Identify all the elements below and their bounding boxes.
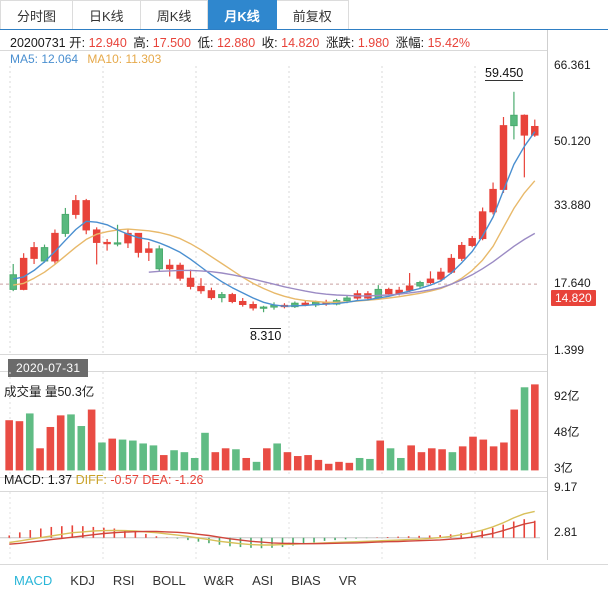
price-tick-1: 50.120: [554, 134, 591, 148]
diff-label: DIFF:: [75, 473, 107, 487]
open-value: 12.940: [88, 36, 127, 50]
volume-pane[interactable]: [0, 372, 547, 477]
high-price-annotation: 59.450: [485, 66, 524, 81]
macd-legend: MACD: 1.37 DIFF: -0.57 DEA: -1.26: [4, 473, 203, 487]
dea-label: DEA:: [142, 473, 172, 487]
right-axis: 66.361 50.120 33.880 17.640 14.820 1.399…: [547, 30, 608, 584]
ma5-label: MA5:: [10, 52, 39, 66]
high-label: 高:: [133, 36, 150, 50]
divider-volume-top: [0, 371, 547, 372]
ma10-legend: MA10: 11.303: [87, 52, 161, 66]
selected-date-badge: 2020-07-31: [8, 359, 89, 377]
indicator-tabs: MACD KDJ RSI BOLL W&R ASI BIAS VR: [14, 573, 357, 588]
volume-tick-1: 48亿: [554, 425, 580, 439]
low-value: 12.880: [216, 36, 256, 50]
pct-label: 涨幅:: [395, 36, 425, 50]
macd-pane[interactable]: [0, 492, 547, 560]
macd-value: 1.37: [47, 473, 73, 487]
macd-label: MACD:: [4, 473, 45, 487]
divider-macd-top: [0, 491, 547, 492]
macd-tick-1: 2.81: [554, 525, 578, 539]
macd-plot: [0, 492, 540, 560]
indicator-tab-vr[interactable]: VR: [338, 572, 357, 588]
quote-info-row: 20200731 开: 12.940 高: 17.500 低: 12.880 收…: [0, 30, 547, 51]
chart-type-tab-0[interactable]: 分时图: [0, 0, 74, 29]
chart-type-tab-3[interactable]: 月K线: [208, 0, 277, 29]
high-value: 17.500: [152, 36, 191, 50]
indicator-tab-wr[interactable]: W&R: [203, 572, 235, 588]
low-label: 低:: [197, 36, 214, 50]
volume-title: 成交量 量50.3亿: [4, 385, 95, 399]
chart-type-tabs: 分时图 日K线 周K线 月K线 前复权: [0, 0, 608, 29]
ma5-value: 12.064: [41, 52, 79, 66]
divider-price-volume: [0, 354, 547, 355]
macd-tick-0: 9.17: [554, 480, 578, 494]
price-tick-4: 1.399: [554, 343, 585, 357]
price-tick-3: 17.640: [554, 276, 591, 290]
ma10-label: MA10:: [87, 52, 123, 66]
price-pane[interactable]: [0, 66, 547, 354]
ma-legend: MA5: 12.064 MA10: 11.303: [10, 52, 161, 66]
ma5-legend: MA5: 12.064: [10, 52, 81, 66]
volume-tick-0: 92亿: [554, 389, 580, 403]
pct-value: 15.42%: [427, 36, 470, 50]
volume-plot: [5, 372, 539, 477]
indicator-tab-rsi[interactable]: RSI: [112, 572, 135, 588]
volume-tick-2: 3亿: [554, 461, 573, 475]
indicator-tab-boll[interactable]: BOLL: [152, 572, 186, 588]
low-price-annotation: 8.310: [250, 328, 282, 343]
divider-volume-macd: [0, 477, 547, 478]
price-tick-0: 66.361: [554, 58, 591, 72]
diff-value: -0.57: [110, 473, 139, 487]
chart-type-tab-4[interactable]: 前复权: [276, 0, 349, 29]
indicator-tab-macd[interactable]: MACD: [14, 572, 53, 588]
current-price-badge: 14.820: [551, 290, 596, 306]
indicator-tab-asi[interactable]: ASI: [252, 572, 274, 588]
chart-type-tab-1[interactable]: 日K线: [73, 0, 141, 29]
indicator-tabbar: MACD KDJ RSI BOLL W&R ASI BIAS VR: [0, 564, 608, 595]
chart-type-tabbar: 分时图 日K线 周K线 月K线 前复权: [0, 0, 608, 30]
change-label: 涨跌:: [325, 36, 355, 50]
ma10-value: 11.303: [125, 52, 162, 66]
change-value: 1.980: [357, 36, 390, 50]
price-tick-2: 33.880: [554, 198, 591, 212]
candlestick-plot: [0, 66, 540, 354]
chart-type-tab-2[interactable]: 周K线: [140, 0, 209, 29]
quote-date: 20200731: [10, 36, 66, 50]
open-label: 开:: [69, 36, 86, 50]
indicator-tab-bias[interactable]: BIAS: [291, 572, 321, 588]
close-label: 收:: [261, 36, 278, 50]
indicator-tab-kdj[interactable]: KDJ: [70, 572, 95, 588]
dea-value: -1.26: [174, 473, 204, 487]
close-value: 14.820: [281, 36, 320, 50]
